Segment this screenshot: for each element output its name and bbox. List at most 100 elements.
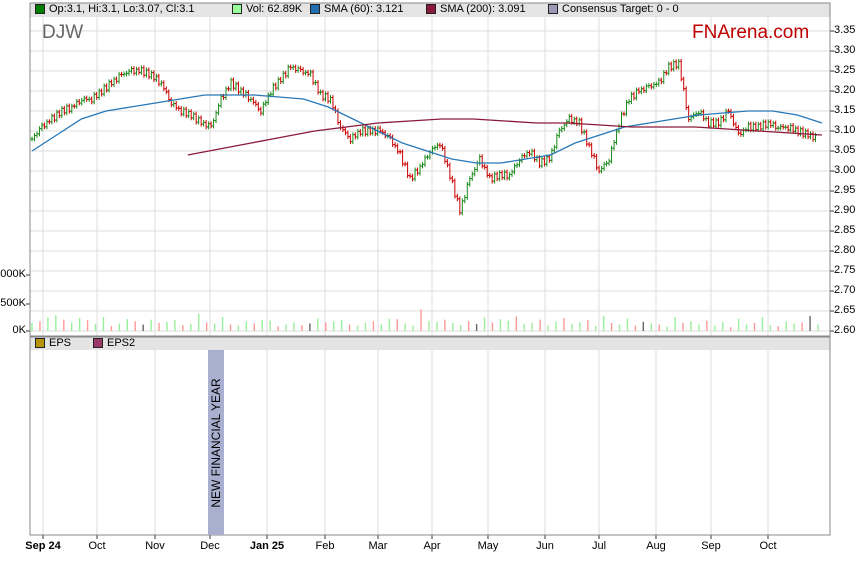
legend-item[interactable]: Op:3.1, Hi:3.1, Lo:3.07, Cl:3.1 <box>35 3 195 15</box>
candle <box>77 98 81 106</box>
candle <box>82 95 86 103</box>
x-tick-label: Dec <box>200 540 220 552</box>
candle <box>774 120 778 131</box>
candle <box>80 97 84 106</box>
candle <box>149 70 153 80</box>
y-tick-label: 3.05 <box>834 144 856 156</box>
candle <box>639 86 643 95</box>
candle <box>324 91 328 102</box>
eps-legend-item[interactable]: EPS2 <box>93 337 135 349</box>
candle <box>445 158 449 168</box>
candle <box>761 119 765 132</box>
candle <box>440 143 444 151</box>
sma200-line <box>187 118 823 156</box>
candle <box>811 131 815 142</box>
candle <box>423 154 427 167</box>
candle <box>202 120 206 127</box>
candle <box>234 81 238 91</box>
candle <box>612 139 616 151</box>
candle <box>779 123 783 131</box>
legend-label: Op:3.1, Hi:3.1, Lo:3.07, Cl:3.1 <box>49 3 195 15</box>
candle <box>714 117 718 129</box>
candle <box>274 82 278 91</box>
legend-swatch-icon <box>35 338 45 348</box>
sma60-line <box>31 94 823 164</box>
candle <box>684 86 688 111</box>
candle <box>85 95 89 102</box>
candle <box>657 77 661 87</box>
x-tick-label: Jul <box>591 540 607 552</box>
candle <box>251 96 255 105</box>
y-tick-label: 3.10 <box>834 124 856 136</box>
candle <box>52 113 56 123</box>
candle <box>450 175 454 184</box>
x-tick-label: Jan 25 <box>249 540 285 552</box>
legend-swatch-icon <box>232 4 242 14</box>
volume-tick-label: 1000K <box>0 268 26 280</box>
candle <box>632 91 636 101</box>
candle <box>393 142 397 149</box>
brand-logo[interactable]: FNArena.com <box>692 22 810 43</box>
candle <box>642 86 646 94</box>
candle <box>435 142 439 150</box>
candle <box>557 127 561 138</box>
candle <box>256 101 260 112</box>
candle <box>212 118 216 129</box>
candle <box>600 165 604 174</box>
candle <box>90 96 94 105</box>
candle <box>35 131 39 138</box>
legend-item[interactable]: SMA (60): 3.121 <box>310 3 404 15</box>
candle <box>346 130 350 140</box>
candle <box>455 193 459 202</box>
x-tick-label: Nov <box>145 540 165 552</box>
candle <box>530 148 534 157</box>
candle <box>192 111 196 121</box>
eps-legend-bar <box>30 337 830 350</box>
candle <box>162 80 166 92</box>
volume-tick-label: 0K <box>12 324 26 336</box>
candle <box>520 153 524 164</box>
y-tick-label: 2.70 <box>834 284 856 296</box>
candle <box>500 170 504 181</box>
candle <box>127 68 131 76</box>
eps-legend-item[interactable]: EPS <box>35 337 71 349</box>
candle <box>338 120 342 131</box>
legend-item[interactable]: SMA (200): 3.091 <box>426 3 526 15</box>
candle <box>597 165 601 174</box>
candle <box>45 119 49 130</box>
candle <box>540 156 544 169</box>
candle <box>495 171 499 182</box>
candle <box>164 86 168 95</box>
x-tick-label: Oct <box>759 540 777 552</box>
candle <box>67 103 71 114</box>
candle <box>217 103 221 116</box>
candle <box>577 117 581 127</box>
candle <box>294 64 298 73</box>
annotation-label: NEW FINANCIAL YEAR <box>209 377 223 508</box>
candle <box>473 167 477 177</box>
legend-item[interactable]: Vol: 62.89K <box>232 3 302 15</box>
candle <box>418 163 422 176</box>
legend-item[interactable]: Consensus Target: 0 - 0 <box>548 3 679 15</box>
y-tick-label: 2.95 <box>834 184 856 196</box>
candle <box>199 115 203 127</box>
candle <box>396 143 400 155</box>
new-financial-year-marker: NEW FINANCIAL YEAR <box>208 350 224 535</box>
candle <box>463 195 467 204</box>
candle <box>326 91 330 104</box>
candle <box>172 101 176 108</box>
x-tick-label: Sep 24 <box>25 540 61 552</box>
legend-label: Vol: 62.89K <box>246 3 303 15</box>
candle <box>187 109 191 119</box>
candle <box>32 133 36 142</box>
volume-tick-label: 500K <box>0 297 26 309</box>
candle <box>159 80 163 87</box>
candle <box>351 132 355 144</box>
candle <box>174 101 178 111</box>
legend-swatch-icon <box>426 4 436 14</box>
candle <box>110 79 114 88</box>
candle <box>92 91 96 105</box>
candle <box>182 106 186 117</box>
candle <box>644 83 648 94</box>
